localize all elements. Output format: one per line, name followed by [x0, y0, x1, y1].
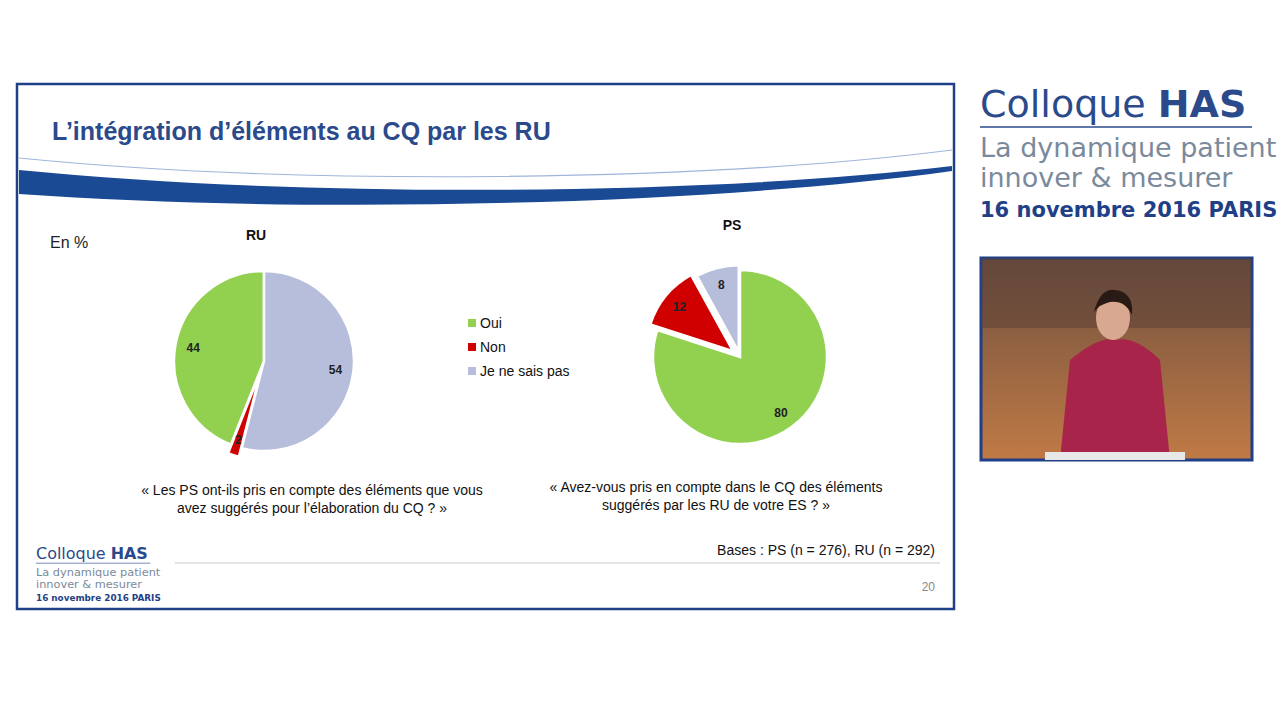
brand-name: Colloque HAS: [36, 544, 148, 563]
brand-acronym: HAS: [1158, 82, 1247, 126]
lectern: [1045, 452, 1185, 460]
brand-subtitle: innover & mesurer: [980, 162, 1233, 193]
page-number: 20: [922, 580, 936, 594]
brand-name: Colloque HAS: [980, 82, 1246, 126]
data-label: 2: [235, 433, 242, 447]
data-label: 54: [329, 363, 343, 377]
slide-title: L’intégration d’éléments au CQ par les R…: [52, 117, 551, 145]
question-caption: suggérés par les RU de votre ES ? »: [602, 497, 830, 513]
pie-slice: Je ne sais pas: [242, 271, 354, 451]
background: [0, 0, 1280, 720]
legend-entry: Non: [480, 339, 506, 355]
legend: Oui Non Je ne sais pas: [468, 315, 570, 379]
slide: L’intégration d’éléments au CQ par les R…: [17, 84, 954, 609]
brand-rule: [980, 126, 1252, 128]
speaker-hair: [1094, 290, 1132, 315]
legend-entry: Oui: [480, 315, 502, 331]
brand-date: 16 novembre 2016 PARIS: [980, 198, 1277, 222]
legend-swatch: [468, 319, 476, 327]
data-label: 12: [673, 300, 687, 314]
chart-title: RU: [246, 227, 266, 243]
bases-note: Bases : PS (n = 276), RU (n = 292): [717, 542, 935, 558]
question-caption: « Les PS ont-ils pris en compte des élém…: [141, 482, 483, 498]
legend-entry: Je ne sais pas: [480, 363, 570, 379]
data-label: 80: [774, 406, 788, 420]
brand-rule: [36, 563, 150, 564]
legend-swatch: [468, 367, 476, 375]
pie-chart: RUOuiNonJe ne sais pas44254« Les PS ont-…: [141, 227, 483, 516]
slide-frame: [17, 84, 954, 609]
swoosh-line: [19, 150, 952, 177]
legend-swatch: [468, 343, 476, 351]
speaker-body: [1060, 339, 1170, 460]
brand-subtitle: La dynamique patient: [980, 132, 1276, 163]
brand-logo: Colloque HASLa dynamique patientinnover …: [36, 544, 161, 603]
page: L’intégration d’éléments au CQ par les R…: [0, 0, 1280, 720]
pie-slice: Je ne sais pas: [697, 265, 739, 352]
question-caption: avez suggérés pour l’élaboration du CQ ?…: [177, 500, 447, 516]
data-label: 8: [718, 278, 725, 292]
brand-acronym: HAS: [111, 544, 148, 563]
video-frame: [981, 258, 1252, 460]
chart-title: PS: [723, 217, 742, 233]
footer-rule: [175, 563, 940, 564]
speaker-video: [981, 258, 1252, 460]
question-caption: « Avez-vous pris en compte dans le CQ de…: [550, 479, 883, 495]
unit-note: En %: [50, 234, 88, 251]
swoosh: [19, 166, 952, 205]
data-label: 44: [187, 341, 201, 355]
brand-logo: Colloque HAS La dynamique patientinnover …: [980, 82, 1277, 222]
pie-chart: PSOuiNonJe ne sais pas80128« Avez-vous p…: [550, 217, 883, 513]
brand-date: 16 novembre 2016 PARIS: [36, 593, 161, 603]
brand-subtitle: innover & mesurer: [36, 577, 142, 591]
